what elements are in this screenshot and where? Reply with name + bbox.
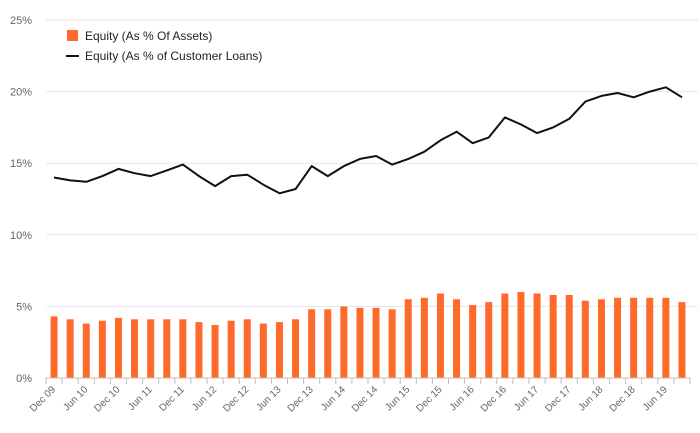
x-tick-label: Jun 10	[61, 384, 90, 413]
y-tick-label: 25%	[10, 15, 32, 27]
x-axis: Dec 09 Jun 10 Dec 10 Jun 11 Dec 11 Jun 12 Dec …	[28, 377, 691, 415]
x-tick-label: Dec 09	[28, 384, 58, 414]
bar	[453, 299, 461, 378]
legend-swatch-bar	[67, 30, 78, 41]
bar	[662, 297, 670, 378]
y-tick-label: 0%	[16, 373, 32, 385]
bar	[356, 307, 364, 378]
bar	[501, 293, 509, 378]
gridlines	[46, 19, 698, 307]
x-tick-label: Dec 10	[92, 384, 122, 414]
x-tick-label: Dec 11	[157, 384, 187, 414]
bar	[179, 319, 187, 378]
bar	[211, 325, 219, 378]
bar	[98, 320, 106, 378]
y-axis: 0% 5% 10% 15% 20% 25%	[10, 15, 32, 385]
x-tick-label: Jun 18	[577, 384, 606, 413]
bar	[436, 293, 444, 378]
x-tick-label: Dec 18	[608, 384, 638, 414]
line-series	[53, 86, 683, 195]
x-tick-label: Jun 17	[512, 384, 541, 413]
x-tick-label: Dec 17	[543, 384, 573, 414]
bar	[646, 297, 654, 378]
bar	[82, 323, 90, 378]
bar	[404, 299, 412, 378]
bar	[131, 319, 139, 378]
y-tick-label: 10%	[10, 230, 32, 242]
bar	[259, 323, 267, 378]
bar	[614, 297, 622, 378]
x-tick-label: Jun 15	[383, 384, 412, 413]
x-tick-label: Jun 12	[190, 384, 219, 413]
bar	[372, 307, 380, 378]
bar	[163, 319, 171, 378]
bar	[517, 292, 525, 378]
bar	[308, 309, 316, 378]
bar	[485, 302, 493, 378]
bar	[340, 306, 348, 378]
x-tick-label: Dec 16	[479, 384, 509, 414]
bar-series	[50, 292, 686, 378]
bar	[227, 320, 235, 378]
legend: Equity (As % Of Assets) Equity (As % of …	[66, 29, 262, 63]
x-tick-label: Jun 13	[255, 384, 284, 413]
bar	[533, 293, 541, 378]
y-tick-label: 20%	[10, 87, 32, 99]
bar	[243, 319, 251, 378]
bar	[565, 294, 573, 378]
legend-label-bar: Equity (As % Of Assets)	[85, 29, 212, 43]
bar	[549, 294, 557, 378]
bar	[50, 316, 58, 378]
y-tick-label: 5%	[16, 301, 32, 313]
x-tick-label: Dec 13	[286, 384, 316, 414]
y-tick-label: 15%	[10, 158, 32, 170]
bar	[420, 297, 428, 378]
x-tick-label: Jun 14	[319, 384, 348, 413]
bar	[195, 322, 203, 378]
x-tick-label: Dec 15	[414, 384, 444, 414]
bar	[581, 300, 589, 378]
line-path	[53, 86, 683, 195]
legend-label-line: Equity (As % of Customer Loans)	[85, 49, 262, 63]
bar	[630, 297, 638, 378]
x-tick-label: Jun 16	[448, 384, 477, 413]
bar	[678, 302, 686, 378]
bar	[275, 322, 283, 378]
bar	[469, 304, 477, 378]
bar	[388, 309, 396, 378]
x-tick-label: Jun 11	[126, 384, 155, 413]
bar	[597, 299, 605, 378]
x-tick-label: Dec 14	[350, 384, 380, 414]
bar	[324, 309, 332, 378]
bar	[114, 317, 122, 378]
bar	[292, 319, 300, 378]
bar	[66, 319, 74, 378]
x-tick-label: Dec 12	[221, 384, 251, 414]
bar	[147, 319, 155, 378]
x-tick-label: Jun 19	[641, 384, 670, 413]
